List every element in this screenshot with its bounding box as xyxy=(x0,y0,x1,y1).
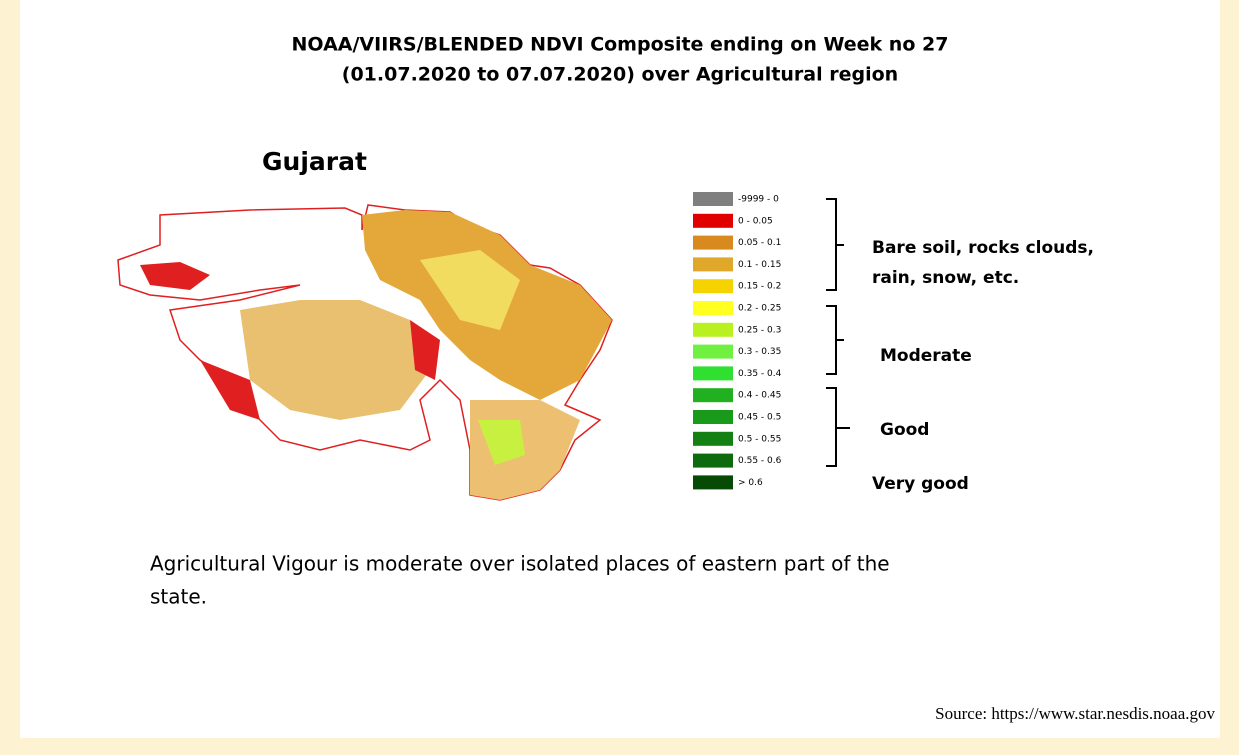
legend-swatch xyxy=(693,279,733,294)
region-red xyxy=(200,360,260,420)
legend-label: 0.25 - 0.3 xyxy=(738,325,781,335)
legend-label: 0.3 - 0.35 xyxy=(738,347,781,357)
legend-label: 0.15 - 0.2 xyxy=(738,282,781,292)
slide-panel xyxy=(20,0,1220,738)
legend-swatch xyxy=(693,301,733,315)
legend-label: 0.35 - 0.4 xyxy=(738,369,782,379)
title-line: NOAA/VIIRS/BLENDED NDVI Composite ending… xyxy=(292,34,949,56)
legend-groups: Bare soil, rocks clouds, rain, snow, etc.… xyxy=(872,238,1094,494)
legend-label: 0 - 0.05 xyxy=(738,216,773,226)
legend-swatch xyxy=(693,431,733,446)
legend-swatch xyxy=(693,235,733,250)
legend-swatch xyxy=(693,388,733,403)
region-red xyxy=(140,262,210,290)
legend-label: 0.55 - 0.6 xyxy=(738,456,782,466)
source: Source: https://www.star.nesdis.noaa.gov xyxy=(935,704,1215,723)
legend-brackets xyxy=(826,198,850,467)
legend-label: 0.2 - 0.25 xyxy=(738,304,781,314)
legend-swatch xyxy=(693,322,733,337)
description-line: Agricultural Vigour is moderate over iso… xyxy=(150,552,890,576)
description: Agricultural Vigour is moderate over iso… xyxy=(150,552,890,609)
legend-label: 0.4 - 0.45 xyxy=(738,391,781,401)
legend-label: 0.5 - 0.55 xyxy=(738,434,781,444)
bracket xyxy=(826,387,850,467)
legend-swatch xyxy=(693,475,733,490)
legend: -9999 - 0 0 - 0.05 0.05 - 0.1 0.1 - 0.15 0.1… xyxy=(693,192,782,490)
group-label: Good xyxy=(880,420,929,440)
region-red xyxy=(410,320,440,380)
legend-label: > 0.6 xyxy=(738,478,763,488)
description-line: state. xyxy=(150,585,207,609)
map-label: Gujarat xyxy=(262,147,367,176)
legend-swatch xyxy=(693,257,733,272)
region-central xyxy=(240,300,430,420)
region-moderate xyxy=(478,420,525,465)
legend-swatch xyxy=(693,344,733,359)
legend-label: -9999 - 0 xyxy=(738,195,779,205)
legend-swatch xyxy=(693,192,733,206)
region-yellow xyxy=(420,250,520,330)
bracket xyxy=(826,305,844,375)
legend-swatch xyxy=(693,453,733,468)
legend-swatch xyxy=(693,213,733,228)
group-label: Moderate xyxy=(880,346,972,366)
bracket xyxy=(826,198,844,291)
legend-label: 0.05 - 0.1 xyxy=(738,238,781,248)
title-line: (01.07.2020 to 07.07.2020) over Agricult… xyxy=(342,64,898,86)
legend-label: 0.1 - 0.15 xyxy=(738,260,781,270)
group-label: Bare soil, rocks clouds, xyxy=(872,238,1094,258)
title-block: NOAA/VIIRS/BLENDED NDVI Composite ending… xyxy=(292,34,949,86)
legend-label: 0.45 - 0.5 xyxy=(738,413,781,423)
group-label: Very good xyxy=(872,474,969,494)
map xyxy=(117,204,613,501)
legend-swatch xyxy=(693,410,733,424)
legend-swatch xyxy=(693,366,733,381)
group-label: rain, snow, etc. xyxy=(872,268,1019,288)
